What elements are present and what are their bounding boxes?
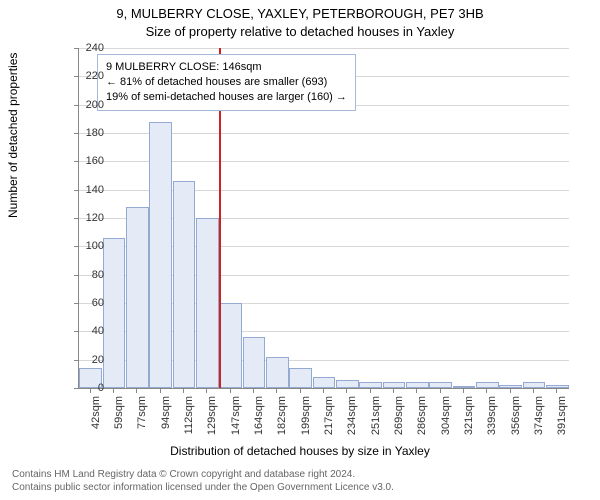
x-tick-mark	[183, 388, 184, 393]
histogram-bar	[173, 181, 196, 388]
y-tick-label: 80	[34, 269, 104, 281]
footer-line-2: Contains public sector information licen…	[12, 481, 394, 494]
gridline	[79, 48, 569, 49]
x-tick-label: 391sqm	[556, 396, 568, 456]
footer-line-1: Contains HM Land Registry data © Crown c…	[12, 468, 394, 481]
x-tick-mark	[300, 388, 301, 393]
y-tick-label: 0	[34, 382, 104, 394]
x-tick-label: 286sqm	[416, 396, 428, 456]
annotation-box: 9 MULBERRY CLOSE: 146sqm ← 81% of detach…	[97, 54, 356, 111]
histogram-bar	[313, 377, 336, 388]
x-tick-label: 164sqm	[253, 396, 265, 456]
x-tick-mark	[486, 388, 487, 393]
y-tick-label: 120	[34, 212, 104, 224]
x-tick-mark	[90, 388, 91, 393]
y-tick-label: 20	[34, 354, 104, 366]
histogram-bar	[289, 368, 312, 388]
x-tick-label: 147sqm	[230, 396, 242, 456]
chart-title-subtitle: Size of property relative to detached ho…	[0, 24, 600, 39]
y-axis-label: Number of detached properties	[6, 53, 20, 218]
y-tick-label: 160	[34, 155, 104, 167]
x-tick-mark	[346, 388, 347, 393]
x-tick-label: 269sqm	[393, 396, 405, 456]
x-tick-mark	[276, 388, 277, 393]
y-tick-label: 200	[34, 99, 104, 111]
x-tick-label: 339sqm	[486, 396, 498, 456]
footer-attribution: Contains HM Land Registry data © Crown c…	[12, 468, 394, 494]
y-tick-label: 60	[34, 297, 104, 309]
histogram-bar	[266, 357, 289, 388]
x-tick-label: 129sqm	[206, 396, 218, 456]
x-tick-mark	[510, 388, 511, 393]
x-tick-label: 42sqm	[90, 396, 102, 456]
x-tick-label: 304sqm	[440, 396, 452, 456]
y-tick-label: 140	[34, 184, 104, 196]
x-tick-mark	[230, 388, 231, 393]
histogram-bar	[336, 380, 359, 389]
histogram-bar	[243, 337, 266, 388]
x-tick-label: 112sqm	[183, 396, 195, 456]
x-tick-mark	[393, 388, 394, 393]
x-tick-mark	[556, 388, 557, 393]
x-tick-label: 217sqm	[323, 396, 335, 456]
x-tick-mark	[463, 388, 464, 393]
y-tick-label: 180	[34, 127, 104, 139]
annotation-line-2: ← 81% of detached houses are smaller (69…	[106, 75, 347, 90]
y-tick-label: 100	[34, 240, 104, 252]
x-tick-mark	[370, 388, 371, 393]
plot-area: 9 MULBERRY CLOSE: 146sqm ← 81% of detach…	[78, 48, 569, 389]
histogram-bar	[219, 303, 242, 388]
chart-title-address: 9, MULBERRY CLOSE, YAXLEY, PETERBOROUGH,…	[0, 6, 600, 21]
x-tick-mark	[533, 388, 534, 393]
x-tick-label: 94sqm	[160, 396, 172, 456]
x-tick-label: 59sqm	[113, 396, 125, 456]
x-tick-mark	[113, 388, 114, 393]
chart-container: 9, MULBERRY CLOSE, YAXLEY, PETERBOROUGH,…	[0, 0, 600, 500]
x-tick-mark	[440, 388, 441, 393]
histogram-bar	[196, 218, 219, 388]
y-tick-label: 240	[34, 42, 104, 54]
histogram-bar	[103, 238, 126, 388]
x-tick-label: 356sqm	[510, 396, 522, 456]
y-tick-label: 40	[34, 325, 104, 337]
x-tick-mark	[253, 388, 254, 393]
x-tick-label: 234sqm	[346, 396, 358, 456]
x-tick-label: 199sqm	[300, 396, 312, 456]
annotation-line-3: 19% of semi-detached houses are larger (…	[106, 90, 347, 105]
x-tick-mark	[136, 388, 137, 393]
x-tick-label: 77sqm	[136, 396, 148, 456]
x-tick-mark	[323, 388, 324, 393]
annotation-line-1: 9 MULBERRY CLOSE: 146sqm	[106, 60, 347, 75]
y-tick-label: 220	[34, 70, 104, 82]
x-tick-label: 182sqm	[276, 396, 288, 456]
x-tick-mark	[416, 388, 417, 393]
histogram-bar	[149, 122, 172, 388]
x-tick-mark	[206, 388, 207, 393]
x-tick-label: 321sqm	[463, 396, 475, 456]
histogram-bar	[126, 207, 149, 388]
x-tick-label: 251sqm	[370, 396, 382, 456]
x-tick-label: 374sqm	[533, 396, 545, 456]
x-tick-mark	[160, 388, 161, 393]
